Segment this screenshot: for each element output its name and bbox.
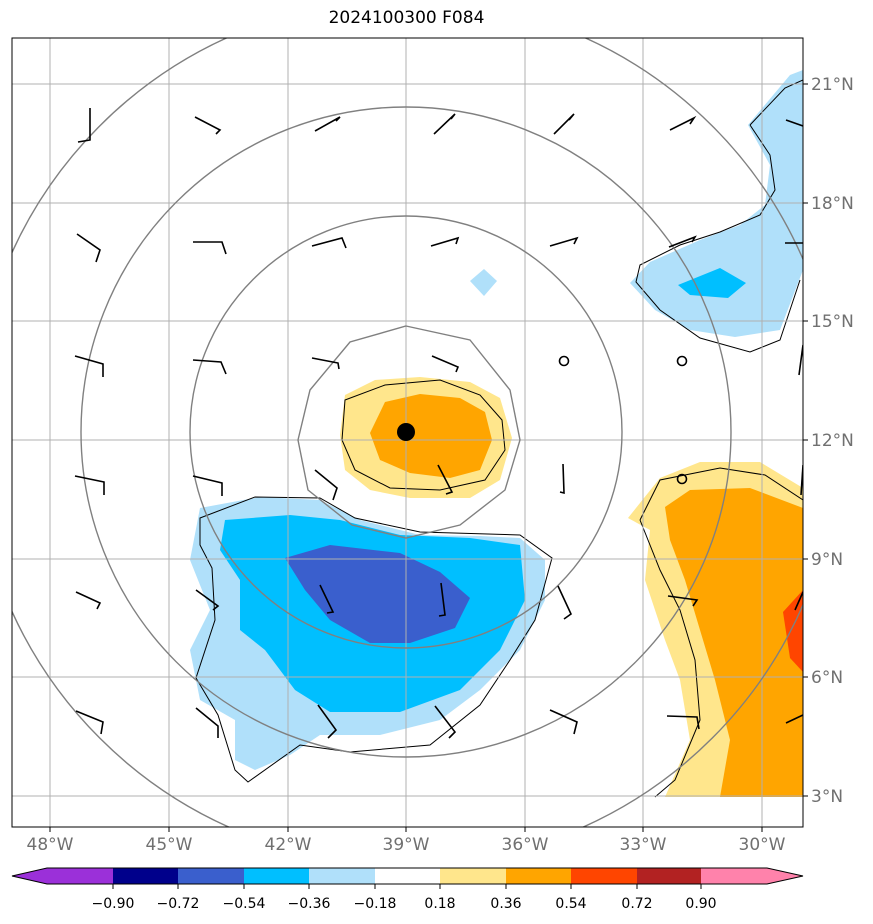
colorbar-tick-label: −0.72 [157, 896, 200, 912]
map-title: 2024100300 F084 [328, 8, 485, 28]
anomaly-fill-negative [190, 70, 803, 770]
storm-center-marker [397, 423, 415, 441]
anomaly-fill-positive [340, 377, 803, 797]
colorbar-segment [571, 868, 637, 884]
colorbar-segment [375, 868, 440, 884]
colorbar-segment [440, 868, 506, 884]
colorbar-tick-label: 0.36 [490, 896, 521, 912]
colorbar-extend-high [767, 868, 803, 884]
lon-label: 36°W [502, 835, 549, 855]
axis-ticks [49, 83, 808, 832]
lat-label: 21°N [811, 75, 854, 95]
colorbar-segment [701, 868, 767, 884]
colorbar-tick-label: −0.36 [288, 896, 331, 912]
lon-label: 45°W [146, 835, 193, 855]
lon-label: 39°W [383, 835, 430, 855]
colorbar-extend-low [12, 868, 47, 884]
lon-label: 30°W [739, 835, 786, 855]
colorbar-segment [113, 868, 178, 884]
map-plot-area [12, 38, 803, 827]
lat-label: 6°N [811, 668, 843, 688]
colorbar-segment [637, 868, 701, 884]
colorbar-tick-label: 0.90 [685, 896, 716, 912]
colorbar-tick-label: 0.18 [424, 896, 455, 912]
lat-label: 12°N [811, 431, 854, 451]
range-rings [12, 38, 803, 827]
lat-label: 9°N [811, 550, 843, 570]
gridlines [12, 38, 803, 827]
longitude-labels: 48°W 45°W 42°W 39°W 36°W 33°W 30°W [27, 835, 786, 855]
colorbar-tick-label: 0.72 [621, 896, 652, 912]
lon-label: 33°W [620, 835, 667, 855]
colorbar-segment [244, 868, 309, 884]
latitude-labels: 21°N 18°N 15°N 12°N 9°N 6°N 3°N [811, 75, 854, 807]
colorbar-tick-label: −0.90 [92, 896, 135, 912]
colorbar: −0.90 −0.72 −0.54 −0.36 −0.18 0.18 0.36 … [11, 867, 804, 912]
lon-label: 42°W [265, 835, 312, 855]
colorbar-segment [309, 868, 375, 884]
colorbar-segment [506, 868, 571, 884]
plot-frame [11, 37, 804, 828]
lat-label: 15°N [811, 312, 854, 332]
colorbar-segment [47, 868, 113, 884]
wind-barbs [74, 108, 803, 739]
lat-label: 3°N [811, 787, 843, 807]
lon-label: 48°W [27, 835, 74, 855]
calm-wind-circles [558, 355, 688, 485]
colorbar-segment [178, 868, 244, 884]
colorbar-tick-label: 0.54 [555, 896, 586, 912]
colorbar-tick-label: −0.54 [223, 896, 266, 912]
lat-label: 18°N [811, 194, 854, 214]
colorbar-tick-label: −0.18 [354, 896, 397, 912]
